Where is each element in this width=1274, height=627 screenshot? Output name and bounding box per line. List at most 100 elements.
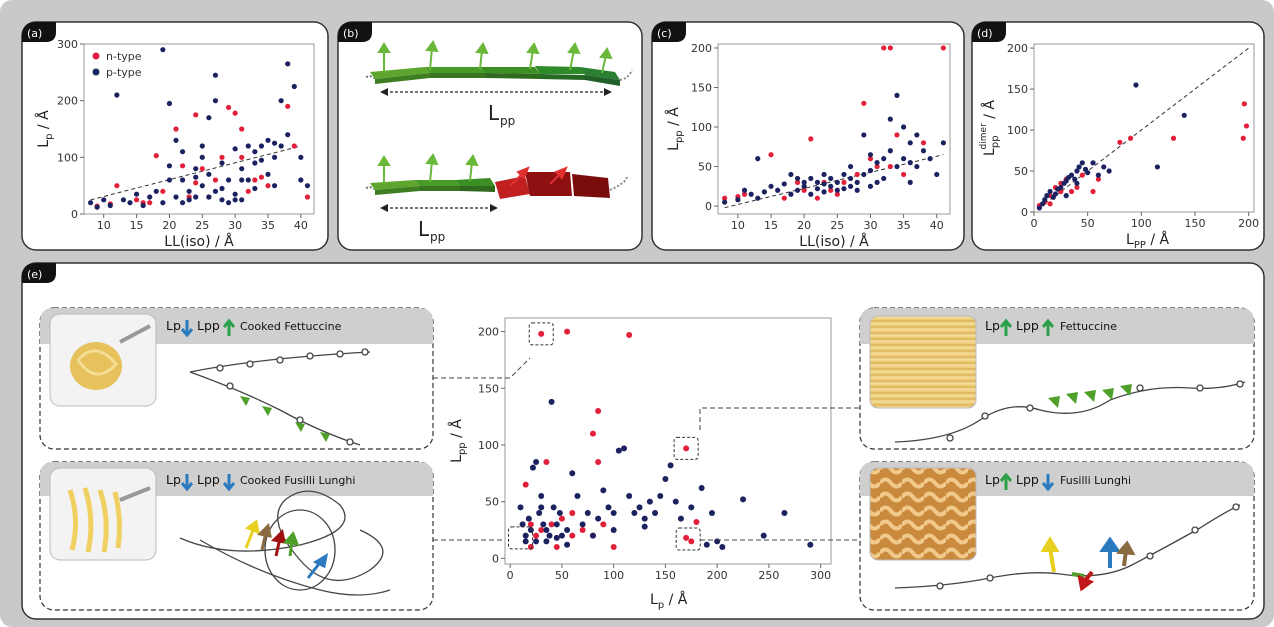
p-type-point: [722, 199, 728, 205]
p-type-point: [841, 186, 847, 192]
p-type-point: [278, 143, 284, 149]
p-type-point: [626, 492, 633, 499]
n-type-point: [854, 171, 860, 178]
p-type-point: [179, 149, 186, 155]
p-type-point: [179, 177, 186, 183]
p-type-point: [1095, 172, 1101, 178]
p-type-point: [239, 177, 245, 183]
n-type-point: [808, 136, 814, 142]
y-tick-label: 100: [478, 439, 499, 452]
p-type-point: [553, 521, 560, 528]
p-type-point: [298, 154, 304, 160]
p-type-point: [610, 509, 617, 516]
n-type-point: [600, 521, 607, 528]
p-type-point: [807, 541, 814, 548]
p-type-point: [735, 197, 741, 203]
p-type-point: [199, 183, 205, 189]
p-type-point: [847, 183, 854, 189]
svg-text:(c): (c): [657, 27, 672, 40]
panel-tag-d: (d): [972, 22, 1006, 42]
p-type-point: [1072, 176, 1078, 182]
n-type-point: [683, 534, 690, 541]
n-type-point: [538, 330, 545, 337]
n-type-point: [1243, 123, 1250, 129]
n-type-point: [193, 180, 199, 186]
p-type-point: [147, 194, 153, 200]
p-type-point: [589, 532, 596, 539]
n-type-point: [527, 543, 534, 550]
n-type-point: [579, 526, 586, 533]
p-type-point: [940, 140, 946, 146]
arrow-down-icon: [222, 474, 236, 492]
p-type-point: [232, 197, 238, 203]
p-type-point: [219, 160, 225, 166]
p-type-point: [258, 143, 265, 149]
n-type-point: [801, 187, 807, 193]
svg-text:(d): (d): [977, 27, 993, 40]
p-type-point: [821, 181, 827, 187]
x-tick-label: 100: [1131, 217, 1152, 230]
n-type-point: [834, 191, 840, 197]
arrow-up-icon: [999, 318, 1013, 336]
p-type-point: [212, 188, 219, 194]
plot-area: [1033, 43, 1255, 213]
p-type-point: [881, 175, 887, 182]
y-tick-label: 300: [57, 38, 78, 51]
p-type-point: [834, 179, 840, 185]
n-type-point: [940, 45, 946, 51]
n-type-point: [245, 188, 251, 194]
p-type-point: [1044, 193, 1050, 199]
n-type-point: [304, 194, 311, 200]
y-tick-label: 0: [71, 208, 78, 221]
svg-text:Lppdimer / Å: Lppdimer / Å: [979, 100, 1001, 156]
n-type-point: [589, 430, 596, 437]
x-tick-label: 300: [810, 569, 831, 582]
svg-text:(b): (b): [343, 27, 359, 40]
p-type-point: [543, 538, 550, 545]
y-tick-label: 200: [691, 42, 712, 55]
p-type-point: [1068, 172, 1075, 178]
svg-text:Lp: Lp: [166, 318, 181, 333]
chart-panel-e: 0 50 100 150 200 250 300 0 50 100 150 200 Lp / Å Lpp …: [448, 317, 832, 611]
lpp-label-bottom: L: [418, 217, 430, 241]
n-type-point: [595, 407, 602, 414]
p-type-point: [662, 475, 669, 482]
p-type-point: [808, 175, 814, 182]
x-tick-label: 150: [1184, 217, 1205, 230]
p-type-point: [271, 140, 278, 146]
y-tick-label: 200: [478, 326, 499, 339]
p-type-point: [206, 171, 212, 177]
y-tick-label: 50: [698, 161, 712, 174]
x-axis-label: LL(iso) / Å: [164, 233, 234, 250]
p-type-point: [543, 526, 550, 533]
p-type-point: [517, 504, 524, 511]
p-type-point: [232, 146, 238, 152]
p-type-point: [107, 202, 113, 209]
x-tick-label: 200: [1238, 217, 1259, 230]
p-type-point: [556, 509, 563, 516]
p-type-point: [881, 156, 887, 162]
polymer-chain-fettuccine: [894, 380, 1246, 443]
panel-b-illustration: L pp: [365, 40, 633, 244]
p-type-point: [558, 532, 565, 539]
p-type-point: [179, 200, 186, 206]
p-type-point: [821, 171, 827, 178]
p-type-point: [714, 538, 721, 545]
p-type-point: [698, 485, 705, 492]
svg-text:(a): (a): [27, 27, 42, 40]
p-type-point: [688, 504, 695, 511]
p-type-point: [755, 195, 761, 201]
n-type-point: [147, 200, 153, 206]
p-type-point: [101, 197, 107, 203]
arrow-down-icon: [180, 474, 194, 492]
card-fettuccine: Lp Lpp Fettuccine: [859, 307, 1255, 450]
p-type-point: [874, 179, 880, 185]
p-type-point: [245, 143, 251, 149]
p-type-point: [808, 191, 814, 197]
p-type-point: [564, 541, 571, 548]
green-chain-top: [365, 40, 633, 86]
p-type-point: [533, 538, 540, 545]
card-cooked-fusilli-lunghi: Lp Lpp Cooked Fusilli Lunghi: [39, 461, 434, 611]
svg-text:Lpp: Lpp: [1016, 318, 1039, 333]
y-axis-label: Lpp / Å: [665, 107, 685, 151]
